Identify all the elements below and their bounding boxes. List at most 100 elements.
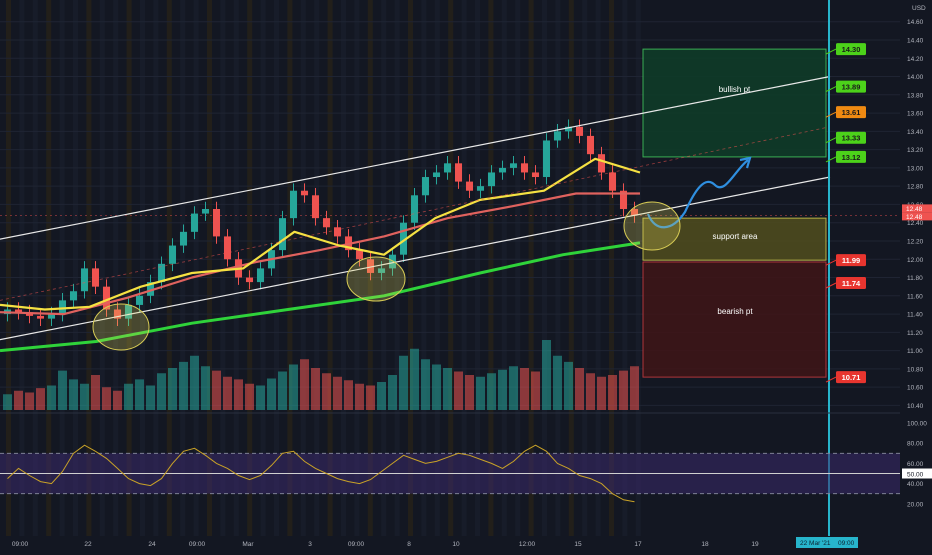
session-stripe [327,0,333,536]
candle-body [157,263,166,283]
bearish-zone-label: bearish pt [717,307,753,316]
touch-circle [623,201,681,251]
candle-body [476,186,485,191]
session-stripe [113,0,119,536]
volume-bar [311,368,320,410]
candle-body [58,300,67,315]
moving-averages [0,157,641,353]
volume-bar [597,376,606,410]
price-level-box [836,277,866,290]
price-tick-label: 13.40 [907,129,924,136]
price-level-label: 11.74 [842,279,861,288]
volume-bar [135,379,144,410]
volume-bar [344,380,353,410]
candle-body [69,291,78,301]
ema-red-line [0,192,640,316]
volume-bar [289,364,298,410]
price-level-box [836,254,866,267]
price-level-label: 13.33 [842,134,861,143]
price-level-label: 10.71 [842,373,861,382]
time-tick-label: 24 [148,541,156,548]
volume-bar [124,383,133,410]
session-stripe [193,0,199,536]
session-stripe [166,0,172,536]
volume-bar [410,348,419,410]
price-tick-label: 12.40 [907,220,924,227]
candle-body [124,304,133,319]
bullish-zone-label: bullish pt [719,85,751,94]
trend-lines[interactable] [0,75,831,341]
volume-bar [399,355,408,410]
session-stripe [582,0,588,536]
volume-bar [300,359,309,410]
volume-bar [542,340,551,410]
volume-bar [432,364,441,410]
price-tick-label: 11.80 [907,275,923,282]
session-stripe [247,0,253,536]
volume-bar [487,373,496,410]
candle-body [432,172,441,178]
price-tick-label: 11.00 [907,348,923,355]
cursor-time-bg [796,537,858,548]
volume-bar [245,383,254,410]
volume-bar [333,376,342,410]
current-price-label: 12.48 [906,206,923,213]
candle-body [388,254,397,269]
volume-bar [509,366,518,410]
session-stripe [180,0,186,536]
candlesticks[interactable] [3,119,639,326]
volume-bar [608,375,617,410]
projection-arrowhead [739,156,752,169]
session-stripe [341,0,346,536]
candle-body [190,213,199,232]
session-stripe [86,0,92,536]
rsi-current-bg [902,468,932,479]
cursor-date-label: 22 Mar '21 [800,540,831,547]
session-stripe [475,0,480,536]
price-level-label: 13.61 [842,108,861,117]
volume-bar [157,373,166,410]
candle-body [91,268,100,287]
session-stripe [528,0,534,536]
price-level-box [836,106,866,119]
candle-body [311,195,320,219]
session-stripe [300,0,306,536]
volume-bar [36,388,45,410]
volume-bar [146,385,155,410]
session-stripe [595,0,601,536]
price-tick-label: 14.60 [907,19,924,26]
volume-bar [476,376,485,410]
session-stripe [394,0,400,536]
volume-bar [465,375,474,410]
session-stripe [46,0,52,536]
volume-bar [91,375,100,410]
candle-body [223,236,232,260]
price-tick-label: 11.20 [907,330,923,337]
price-tick-label: 12.20 [907,238,924,245]
candle-body [553,131,562,141]
price-level-box [836,80,866,93]
time-axis-bg [0,536,932,550]
time-tick-label: 12:00 [519,541,536,548]
session-stripes [6,0,641,536]
volume-bar [256,385,265,410]
candle-body [113,309,122,319]
candle-body [245,277,254,283]
price-level-leader [825,156,837,163]
volume-bar [69,379,78,410]
volume-bar [355,383,364,410]
candle-body [586,135,595,155]
session-stripe [461,0,467,536]
volume-bar [366,385,375,410]
volume-bar [102,387,111,410]
currency-label: USD [912,5,926,12]
volume-bar [278,371,287,410]
volume-bar [234,379,243,410]
session-stripe [354,0,360,536]
projection-path [646,159,749,229]
volume-bar [322,373,331,410]
candle-body [619,190,628,209]
candle-body [179,231,188,246]
